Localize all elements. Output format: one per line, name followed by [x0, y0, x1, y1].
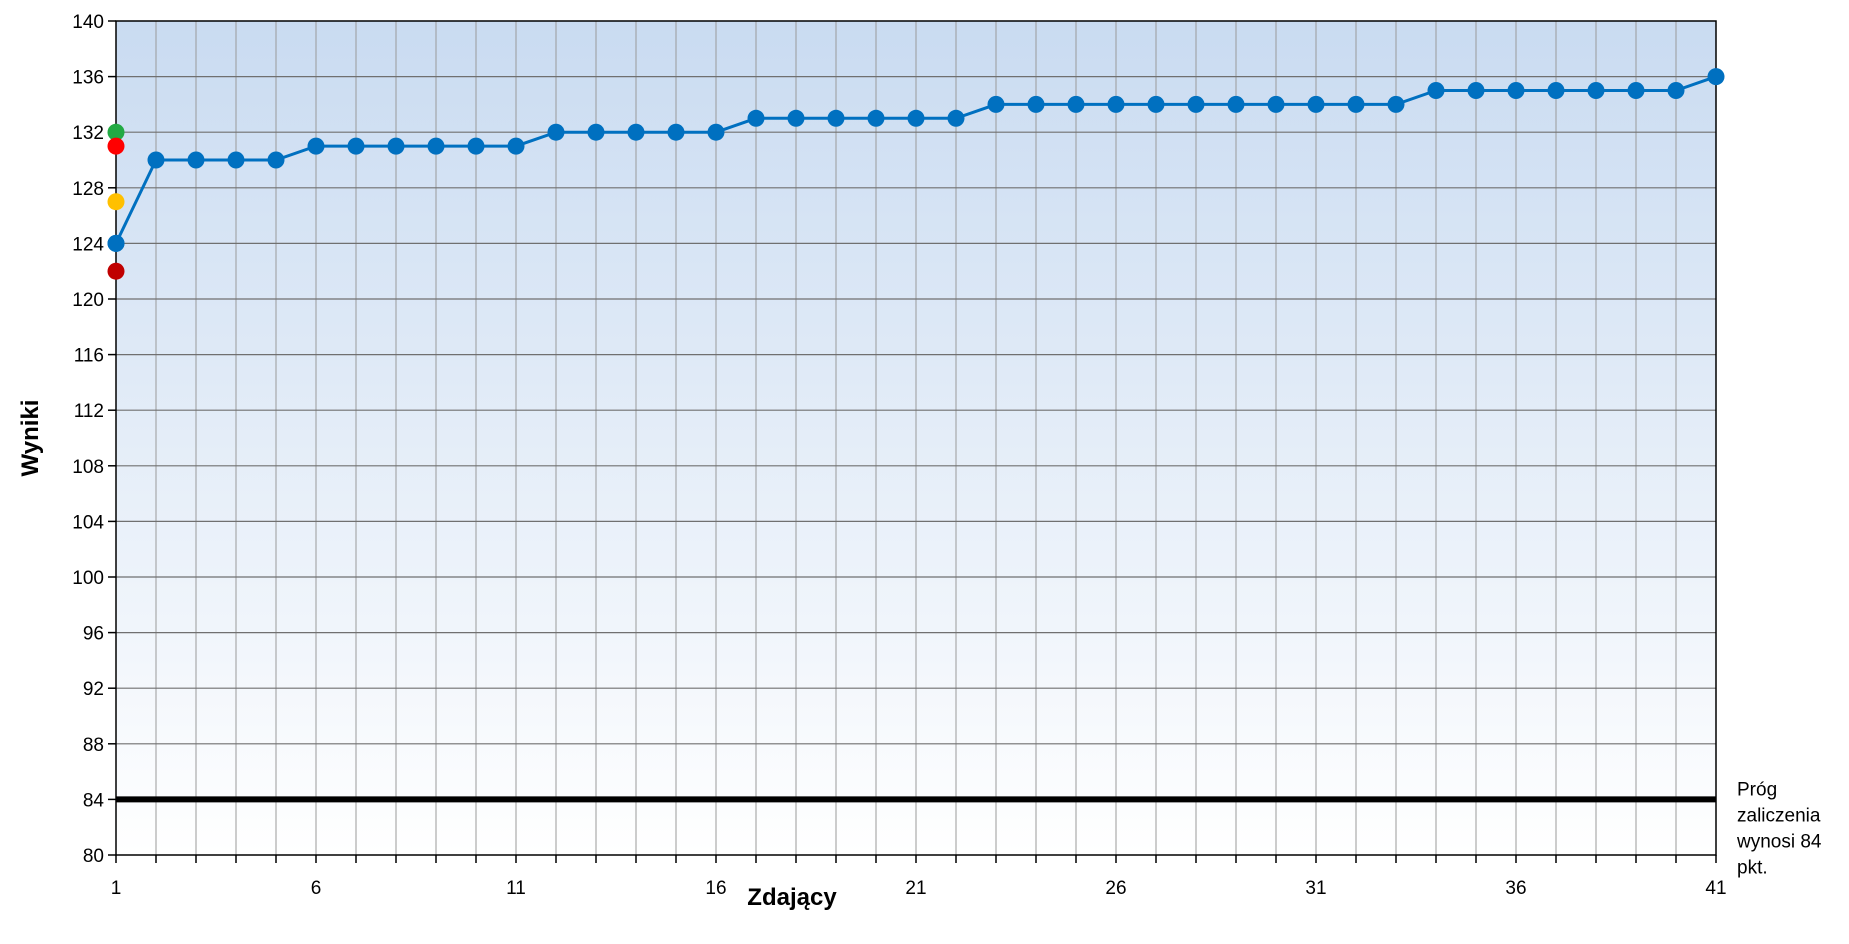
data-point [1107, 95, 1125, 113]
y-tick-label: 120 [72, 290, 104, 311]
data-point [747, 109, 765, 127]
data-point [1307, 95, 1325, 113]
data-point [1587, 82, 1605, 99]
data-point [1027, 95, 1045, 113]
y-tick-label: 108 [72, 457, 104, 478]
x-tick-label: 26 [1105, 878, 1126, 899]
data-point [1347, 95, 1365, 113]
y-tick-label: 88 [83, 735, 104, 756]
marker-point [107, 137, 125, 155]
threshold-label: Próg zaliczenia wynosi 84 pkt. [1736, 779, 1822, 878]
data-point [707, 123, 725, 141]
data-point [467, 137, 485, 155]
x-tick-label: 1 [111, 878, 122, 899]
data-point [267, 151, 285, 169]
data-point [507, 137, 525, 155]
data-point [827, 109, 845, 127]
y-tick-label: 140 [72, 12, 104, 33]
data-point [187, 151, 205, 169]
data-point [387, 137, 405, 155]
data-point [1707, 68, 1725, 86]
data-point [987, 95, 1005, 113]
data-point [1187, 95, 1205, 113]
marker-point [107, 123, 125, 141]
x-tick-label: 31 [1305, 878, 1326, 899]
data-point [1507, 82, 1525, 99]
data-point [1547, 82, 1565, 99]
data-point [907, 109, 925, 127]
x-tick-label: 6 [311, 878, 322, 899]
x-tick-label: 21 [905, 878, 926, 899]
y-tick-label: 124 [72, 234, 104, 255]
y-axis-ticks: 80 84 88 92 96 100 104 108 112 116 120 124 128 132 136… [72, 12, 116, 867]
data-point [667, 123, 685, 141]
data-point [107, 234, 125, 252]
y-tick-label: 84 [83, 790, 105, 811]
data-point [1067, 95, 1085, 113]
data-point [347, 137, 365, 155]
marker-point [107, 262, 125, 280]
data-point [1147, 95, 1165, 113]
data-point [627, 123, 645, 141]
y-tick-label: 136 [72, 68, 104, 89]
data-point [1387, 95, 1405, 113]
data-point [947, 109, 965, 127]
y-tick-label: 116 [74, 346, 104, 367]
y-axis-title: Wyniki [17, 400, 44, 477]
y-tick-label: 80 [83, 846, 104, 867]
data-point [587, 123, 605, 141]
data-point [867, 109, 885, 127]
data-point [147, 151, 165, 169]
x-axis-ticks: 1 6 11 16 21 26 31 36 41 [111, 855, 1727, 899]
x-tick-label: 36 [1505, 878, 1526, 899]
data-point [427, 137, 445, 155]
data-point [307, 137, 325, 155]
data-point [1427, 82, 1445, 99]
data-point [787, 109, 805, 127]
y-tick-label: 100 [72, 568, 104, 589]
marker-point [107, 193, 125, 211]
data-point [547, 123, 565, 141]
data-point [1227, 95, 1245, 113]
y-tick-label: 92 [83, 679, 104, 700]
y-tick-label: 132 [72, 123, 104, 144]
x-tick-label: 16 [705, 878, 726, 899]
data-point [1267, 95, 1285, 113]
x-tick-label: 11 [506, 878, 526, 899]
y-tick-label: 96 [83, 624, 104, 645]
data-point [227, 151, 245, 169]
horizontal-gridlines [116, 75, 1716, 801]
y-tick-label: 112 [74, 401, 104, 422]
data-point [1667, 82, 1685, 99]
series-line [107, 68, 1725, 252]
data-point [1467, 82, 1485, 99]
data-point [1627, 82, 1645, 99]
x-axis-title: Zdający [747, 884, 837, 911]
y-tick-label: 104 [72, 512, 104, 533]
extra-markers [107, 123, 125, 280]
y-tick-label: 128 [72, 179, 104, 200]
x-tick-label: 41 [1705, 878, 1726, 899]
